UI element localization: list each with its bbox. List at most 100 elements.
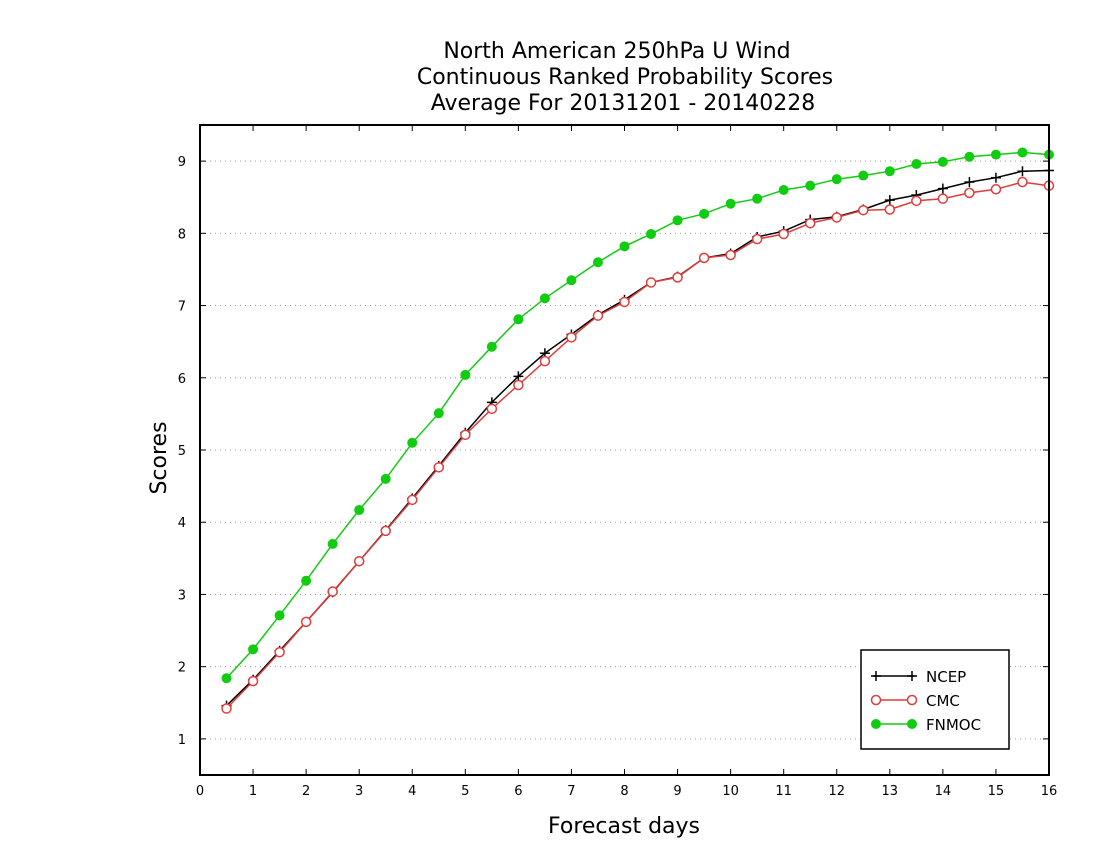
point-marker	[831, 212, 842, 223]
point-marker	[619, 296, 630, 308]
legend-label: NCEP	[926, 668, 966, 686]
point-marker	[911, 159, 922, 169]
point-marker	[831, 174, 842, 185]
point-marker	[460, 369, 471, 380]
point-marker	[646, 229, 657, 240]
point-marker	[672, 272, 683, 283]
point-marker	[884, 166, 895, 177]
x-axis-label: Forecast days	[548, 814, 700, 839]
x-tick-label: 9	[673, 784, 681, 799]
point-marker	[751, 233, 763, 245]
point-marker	[871, 671, 881, 681]
x-tick-label: 14	[935, 784, 952, 799]
x-tick-label: 5	[461, 784, 469, 799]
point-marker	[858, 170, 869, 181]
y-tick-label: 1	[178, 733, 186, 748]
x-axis: 0 1 2 3 4 5 6 7 8 9 10 11 12 13 14 15 16	[196, 125, 1057, 799]
y-axis: 1 2 3 4 5 6 7 8 9	[178, 155, 1049, 748]
point-marker	[805, 180, 816, 191]
point-marker	[407, 437, 418, 448]
point-marker	[884, 204, 896, 215]
x-tick-label: 13	[882, 784, 899, 799]
point-marker	[871, 719, 881, 729]
y-axis-label: Scores	[147, 421, 172, 494]
point-marker	[870, 694, 882, 706]
y-tick-label: 8	[178, 227, 186, 242]
point-marker	[274, 610, 285, 621]
point-marker	[407, 494, 418, 506]
x-tick-label: 15	[988, 784, 1005, 799]
point-marker	[248, 644, 259, 655]
point-marker	[990, 172, 1001, 183]
point-marker	[1017, 166, 1028, 177]
point-marker	[964, 187, 975, 199]
y-tick-label: 5	[178, 444, 186, 459]
series-ncep	[221, 165, 1054, 711]
point-marker	[513, 314, 524, 325]
point-marker	[725, 198, 736, 209]
series-line	[225, 181, 1050, 710]
chart-title: North American 250hPa U Wind	[443, 39, 790, 64]
point-marker	[380, 525, 391, 537]
point-marker	[964, 177, 975, 188]
series-line	[225, 169, 1050, 707]
point-marker	[566, 332, 577, 343]
point-marker	[247, 675, 259, 687]
point-marker	[513, 379, 524, 391]
point-marker	[1017, 176, 1028, 188]
legend-label: FNMOC	[926, 716, 981, 734]
point-marker	[778, 185, 789, 195]
series-cmc	[221, 176, 1055, 714]
point-marker	[301, 575, 312, 586]
x-tick-label: 4	[408, 784, 416, 799]
chart-subtitle-1: Continuous Ranked Probability Scores	[417, 65, 833, 90]
point-marker	[937, 183, 948, 194]
point-marker	[858, 204, 869, 216]
legend-item-ncep: NCEP	[871, 668, 966, 686]
point-marker	[990, 149, 1001, 160]
point-marker	[698, 252, 710, 264]
series-line	[225, 151, 1050, 679]
y-tick-label: 3	[178, 588, 186, 603]
point-marker	[327, 586, 338, 597]
x-tick-label: 1	[249, 784, 257, 799]
y-tick-label: 4	[178, 516, 186, 531]
chart-subtitle-2: Average For 20131201 - 20140228	[431, 91, 816, 116]
x-tick-label: 0	[196, 784, 204, 799]
legend: NCEP CMC FNMOC	[860, 649, 1010, 750]
point-marker	[380, 473, 391, 484]
point-marker	[1017, 147, 1028, 158]
x-tick-label: 12	[828, 784, 845, 799]
point-marker	[937, 156, 948, 167]
y-tick-label: 2	[178, 661, 186, 676]
legend-item-fnmoc: FNMOC	[871, 716, 981, 734]
x-tick-label: 2	[302, 784, 310, 799]
x-tick-label: 6	[514, 784, 522, 799]
x-tick-label: 7	[567, 784, 575, 799]
x-tick-label: 16	[1041, 784, 1058, 799]
point-marker	[513, 371, 524, 382]
point-marker	[964, 151, 975, 162]
point-marker	[460, 429, 471, 441]
x-tick-label: 3	[355, 784, 363, 799]
point-marker	[327, 538, 338, 549]
point-marker	[486, 341, 497, 352]
legend-item-cmc: CMC	[870, 692, 960, 710]
point-marker	[354, 504, 365, 515]
point-marker	[539, 293, 550, 304]
point-marker	[566, 275, 577, 286]
point-marker	[619, 241, 630, 252]
point-marker	[907, 671, 917, 681]
point-marker	[300, 616, 312, 628]
point-marker	[725, 249, 736, 261]
point-marker	[906, 694, 918, 706]
point-marker	[990, 184, 1002, 195]
point-marker	[592, 257, 603, 268]
point-marker	[884, 195, 895, 206]
x-tick-label: 11	[775, 784, 792, 799]
series-layer	[221, 147, 1055, 714]
y-tick-label: 9	[178, 155, 186, 170]
legend-label: CMC	[926, 692, 960, 710]
series-fnmoc	[221, 147, 1054, 684]
y-tick-label: 6	[178, 372, 186, 387]
